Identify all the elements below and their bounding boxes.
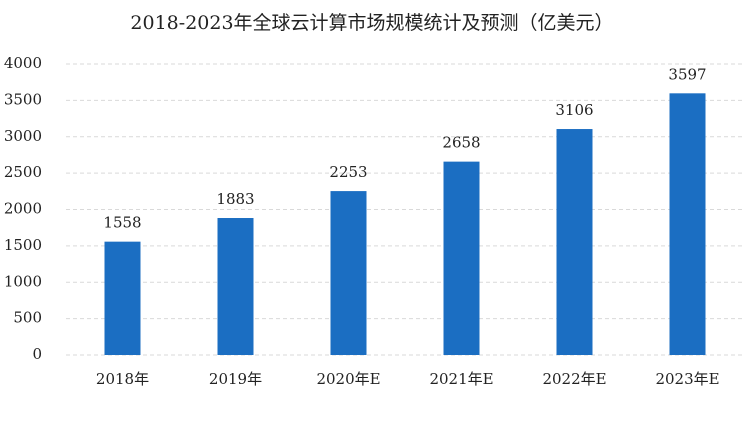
chart-title: 2018-2023年全球云计算市场规模统计及预测（亿美元） [130,12,613,34]
x-tick-label: 2022年E [542,370,606,388]
value-label: 1883 [216,190,254,208]
x-tick-label: 2019年 [209,370,262,388]
y-tick-label: 4000 [4,54,42,72]
value-label: 1558 [103,214,141,232]
y-tick-label: 1500 [4,236,42,254]
y-tick-label: 500 [13,309,42,327]
bar [217,218,254,355]
x-tick-label: 2021年E [429,370,493,388]
x-tick-label: 2020年E [316,370,380,388]
bar [330,191,367,355]
value-label: 2658 [442,134,480,152]
x-tick-label: 2018年 [96,370,149,388]
y-tick-label: 2500 [4,163,42,181]
bar [443,161,480,355]
y-tick-label: 3500 [4,90,42,108]
value-label: 3597 [668,65,706,83]
y-tick-label: 3000 [4,127,42,145]
y-tick-label: 0 [32,345,42,363]
bar [556,129,593,355]
value-label: 3106 [555,101,593,119]
y-tick-label: 2000 [4,200,42,218]
value-label: 2253 [329,163,367,181]
y-tick-label: 1000 [4,272,42,290]
x-tick-label: 2023年E [655,370,719,388]
bar [104,241,141,355]
bar [669,93,706,356]
